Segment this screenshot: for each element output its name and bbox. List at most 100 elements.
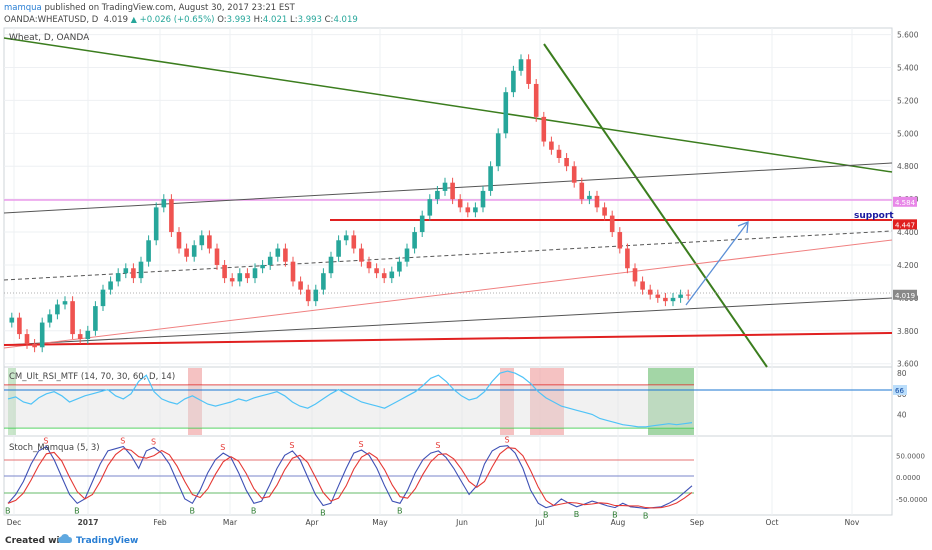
green-down-trend-line[interactable] bbox=[3, 37, 893, 173]
candle-body[interactable] bbox=[283, 248, 288, 262]
candle-body[interactable] bbox=[9, 317, 15, 323]
candle-body[interactable] bbox=[70, 301, 75, 335]
candle-body[interactable] bbox=[678, 294, 683, 298]
candle-body[interactable] bbox=[207, 235, 212, 249]
candle-body[interactable] bbox=[617, 232, 623, 249]
candle-body[interactable] bbox=[404, 248, 410, 262]
candle-body[interactable] bbox=[397, 261, 402, 272]
candle-body[interactable] bbox=[161, 199, 167, 208]
candle-body[interactable] bbox=[275, 248, 281, 257]
candle-body[interactable] bbox=[146, 240, 151, 262]
candle-body[interactable] bbox=[670, 297, 676, 302]
candle-body[interactable] bbox=[381, 273, 387, 279]
candle-body[interactable] bbox=[647, 289, 653, 295]
candle-body[interactable] bbox=[640, 281, 645, 290]
candle-body[interactable] bbox=[184, 248, 189, 257]
candle-body[interactable] bbox=[442, 182, 448, 191]
candle-body[interactable] bbox=[663, 297, 668, 302]
candle-body[interactable] bbox=[138, 261, 144, 279]
candle-body[interactable] bbox=[328, 256, 334, 274]
candle-body[interactable] bbox=[359, 248, 364, 262]
candle-body[interactable] bbox=[199, 235, 205, 246]
candle-body[interactable] bbox=[435, 190, 440, 200]
candle-body[interactable] bbox=[473, 207, 478, 213]
candle-body[interactable] bbox=[229, 278, 235, 282]
candle-body[interactable] bbox=[47, 314, 53, 323]
candle-body[interactable] bbox=[549, 141, 554, 150]
candle-body[interactable] bbox=[419, 215, 425, 233]
candle-body[interactable] bbox=[321, 273, 326, 290]
candle-body[interactable] bbox=[191, 245, 197, 257]
candle-body[interactable] bbox=[245, 273, 250, 279]
candle-body[interactable] bbox=[343, 235, 349, 241]
candle-body[interactable] bbox=[108, 281, 113, 290]
candle-body[interactable] bbox=[632, 268, 638, 282]
chart-canvas[interactable]: 5.6005.4005.2005.0004.8004.6004.4004.200… bbox=[0, 0, 932, 532]
red-bottom-line[interactable] bbox=[3, 332, 893, 346]
candle-body[interactable] bbox=[131, 268, 136, 279]
candle-body[interactable] bbox=[625, 248, 630, 269]
dashed-mid-line[interactable] bbox=[3, 230, 893, 281]
candle-body[interactable] bbox=[609, 215, 615, 233]
symbol-label[interactable]: OANDA:WHEATUSD, D bbox=[4, 15, 99, 25]
candle-body[interactable] bbox=[77, 334, 83, 340]
candle-body[interactable] bbox=[564, 158, 569, 167]
candle-body[interactable] bbox=[480, 190, 486, 208]
candle-body[interactable] bbox=[336, 240, 341, 257]
candle-body[interactable] bbox=[594, 195, 600, 208]
candle-body[interactable] bbox=[427, 199, 433, 216]
candle-body[interactable] bbox=[290, 261, 296, 282]
lower-channel-line[interactable] bbox=[3, 297, 893, 346]
candle-body[interactable] bbox=[533, 83, 539, 117]
candle-body[interactable] bbox=[55, 304, 60, 315]
projection-arrow[interactable] bbox=[685, 221, 749, 306]
candle-body[interactable] bbox=[298, 281, 303, 290]
candle-body[interactable] bbox=[214, 248, 220, 265]
candle-body[interactable] bbox=[267, 256, 273, 265]
author-link[interactable]: mamqua bbox=[4, 3, 42, 13]
candle-body[interactable] bbox=[457, 199, 463, 208]
candle-body[interactable] bbox=[260, 264, 265, 269]
candle-body[interactable] bbox=[305, 289, 311, 302]
candle-body[interactable] bbox=[495, 133, 501, 167]
candle-body[interactable] bbox=[602, 207, 607, 216]
red-rising-line[interactable] bbox=[3, 239, 893, 349]
candle-body[interactable] bbox=[389, 271, 395, 279]
candle-body[interactable] bbox=[237, 273, 243, 282]
candle-body[interactable] bbox=[655, 294, 661, 298]
candle-body[interactable] bbox=[556, 149, 562, 159]
candle-body[interactable] bbox=[85, 330, 91, 340]
candle-body[interactable] bbox=[541, 116, 547, 142]
candle-body[interactable] bbox=[412, 232, 417, 249]
candle-body[interactable] bbox=[32, 343, 37, 348]
candle-body[interactable] bbox=[450, 182, 455, 200]
candle-body[interactable] bbox=[169, 199, 174, 233]
candle-body[interactable] bbox=[24, 334, 30, 344]
candle-body[interactable] bbox=[587, 195, 592, 200]
candle-body[interactable] bbox=[374, 268, 379, 274]
candle-body[interactable] bbox=[366, 261, 372, 269]
upper-channel-line[interactable] bbox=[3, 162, 893, 214]
tradingview-brand[interactable]: TradingView bbox=[76, 536, 139, 546]
candle-body[interactable] bbox=[571, 166, 577, 183]
candle-body[interactable] bbox=[526, 59, 531, 84]
candle-body[interactable] bbox=[39, 322, 45, 348]
candle-body[interactable] bbox=[222, 264, 227, 279]
candle-body[interactable] bbox=[313, 289, 319, 302]
candle-body[interactable] bbox=[465, 207, 471, 213]
candle-body[interactable] bbox=[100, 289, 106, 307]
candle-body[interactable] bbox=[93, 306, 98, 331]
candle-body[interactable] bbox=[351, 235, 357, 249]
candle-body[interactable] bbox=[17, 317, 22, 335]
candle-body[interactable] bbox=[153, 207, 159, 241]
green-steep-trend-line[interactable] bbox=[543, 43, 768, 368]
candle-body[interactable] bbox=[511, 70, 516, 93]
candle-body[interactable] bbox=[252, 268, 258, 279]
candle-body[interactable] bbox=[503, 92, 509, 134]
candle-body[interactable] bbox=[685, 294, 691, 296]
candle-body[interactable] bbox=[579, 182, 585, 200]
candle-body[interactable] bbox=[176, 232, 182, 249]
candle-body[interactable] bbox=[115, 273, 121, 282]
candle-body[interactable] bbox=[123, 268, 129, 274]
candle-body[interactable] bbox=[488, 166, 493, 191]
